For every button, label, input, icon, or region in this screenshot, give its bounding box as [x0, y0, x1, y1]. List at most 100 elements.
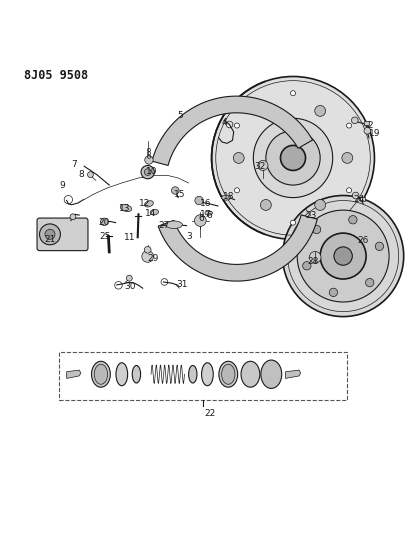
Text: 8: 8 [78, 170, 84, 179]
Text: 29: 29 [147, 254, 159, 263]
Ellipse shape [150, 209, 158, 215]
Polygon shape [158, 215, 317, 281]
Text: 5: 5 [177, 111, 183, 120]
Circle shape [315, 199, 326, 211]
Circle shape [261, 106, 272, 116]
Text: 31: 31 [176, 279, 188, 288]
Circle shape [334, 247, 352, 265]
Circle shape [212, 77, 375, 239]
Text: 22: 22 [204, 409, 215, 418]
Circle shape [282, 196, 403, 317]
Circle shape [309, 252, 321, 263]
Circle shape [145, 246, 151, 253]
Ellipse shape [222, 195, 231, 200]
Circle shape [352, 117, 358, 124]
Text: 4: 4 [221, 118, 227, 127]
Text: 21: 21 [44, 235, 56, 244]
Circle shape [235, 188, 240, 193]
Circle shape [194, 215, 206, 227]
Circle shape [171, 187, 179, 194]
Polygon shape [152, 96, 313, 165]
Ellipse shape [219, 361, 238, 387]
Circle shape [266, 131, 320, 185]
Text: 26: 26 [357, 236, 369, 245]
Circle shape [145, 169, 151, 175]
Text: 3: 3 [186, 232, 192, 241]
Circle shape [127, 275, 132, 281]
Ellipse shape [166, 221, 182, 229]
Text: 2: 2 [367, 121, 373, 130]
Circle shape [347, 188, 352, 193]
Ellipse shape [189, 366, 197, 383]
Text: 24: 24 [353, 195, 365, 204]
Circle shape [290, 91, 295, 96]
Text: 23: 23 [305, 211, 316, 220]
Circle shape [195, 196, 203, 205]
Circle shape [101, 218, 108, 225]
Ellipse shape [132, 366, 141, 383]
Text: 10: 10 [146, 167, 158, 176]
Text: 19: 19 [369, 129, 380, 138]
Circle shape [142, 251, 153, 262]
Circle shape [320, 233, 366, 279]
Polygon shape [364, 121, 369, 125]
Text: 32: 32 [254, 162, 265, 171]
Circle shape [88, 172, 93, 177]
Circle shape [280, 146, 305, 171]
Circle shape [39, 224, 60, 245]
Circle shape [329, 288, 338, 296]
Circle shape [70, 214, 76, 220]
Circle shape [45, 229, 55, 239]
Ellipse shape [145, 201, 153, 207]
Circle shape [365, 278, 374, 287]
Text: 27: 27 [159, 221, 170, 230]
Text: 9: 9 [59, 181, 65, 190]
Ellipse shape [116, 363, 128, 386]
Circle shape [253, 118, 333, 198]
Text: 30: 30 [124, 282, 136, 291]
Text: 11: 11 [124, 233, 136, 242]
Circle shape [261, 199, 272, 211]
Circle shape [145, 156, 153, 164]
Ellipse shape [91, 361, 110, 387]
Text: 25: 25 [99, 232, 111, 241]
Text: 17: 17 [200, 210, 212, 219]
Text: 8J05 9508: 8J05 9508 [23, 69, 88, 83]
Ellipse shape [94, 364, 108, 384]
Bar [59, 352, 347, 400]
Text: 13: 13 [119, 204, 131, 213]
Polygon shape [285, 370, 300, 378]
Text: 15: 15 [174, 190, 185, 199]
Circle shape [303, 262, 311, 270]
Circle shape [342, 152, 353, 163]
Text: 7: 7 [71, 160, 77, 168]
Circle shape [290, 220, 295, 225]
Ellipse shape [222, 364, 235, 384]
Circle shape [297, 210, 389, 302]
Polygon shape [67, 370, 81, 378]
Text: 14: 14 [145, 208, 157, 217]
Text: 18: 18 [222, 192, 234, 201]
Text: 6: 6 [198, 214, 204, 223]
Text: 12: 12 [139, 199, 150, 208]
Ellipse shape [205, 211, 212, 215]
Circle shape [313, 225, 321, 233]
Text: 28: 28 [308, 257, 319, 266]
Ellipse shape [261, 360, 282, 389]
Circle shape [258, 160, 268, 171]
Circle shape [347, 123, 352, 128]
Ellipse shape [120, 205, 132, 212]
Circle shape [315, 106, 326, 116]
Polygon shape [360, 197, 365, 200]
Circle shape [349, 215, 357, 224]
Text: 16: 16 [199, 199, 211, 208]
Ellipse shape [241, 361, 260, 387]
Circle shape [235, 123, 240, 128]
FancyBboxPatch shape [37, 218, 88, 251]
Circle shape [375, 242, 384, 251]
Text: 20: 20 [98, 218, 110, 227]
Circle shape [141, 165, 154, 179]
Text: 6: 6 [207, 211, 212, 220]
Circle shape [352, 192, 359, 199]
Circle shape [364, 127, 371, 134]
